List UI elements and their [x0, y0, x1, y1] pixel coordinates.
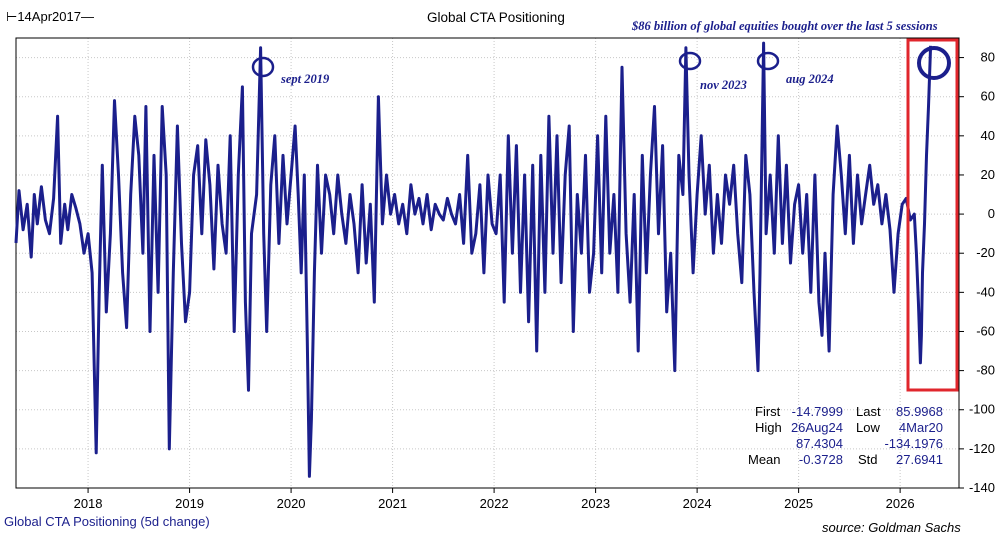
y-tick-label: -120: [969, 441, 995, 456]
x-tick-label: 2018: [74, 496, 103, 511]
x-tick-label: 2021: [378, 496, 407, 511]
y-tick-label: 80: [981, 50, 995, 65]
plot-area-frame: [15, 37, 960, 489]
stat-first-value: -14.7999: [791, 404, 843, 419]
stat-last-value: 85.9968: [896, 404, 943, 419]
stat-std-value: 27.6941: [896, 452, 943, 467]
stat-high-value: 87.4304: [796, 436, 843, 451]
latest-highlight-box: [906, 38, 959, 392]
y-tick-label: 20: [981, 167, 995, 182]
annotation-aug-2024: aug 2024: [786, 72, 834, 86]
stat-high-label: High: [755, 420, 782, 435]
y-tick-label: 60: [981, 89, 995, 104]
x-tick-label: 2020: [277, 496, 306, 511]
annotation-sept-2019: sept 2019: [281, 72, 330, 86]
y-axis: 80 60 40 20 0 -20 -40 -60 -80 -100 -120 -140: [959, 50, 995, 495]
stat-first-label: First: [755, 404, 781, 419]
start-date-text: 14Apr2017: [17, 9, 81, 24]
x-axis: 2018 2019 2020 2021 2022 2023 2024 2025 2026: [74, 488, 915, 511]
stat-low-value: -134.1976: [884, 436, 943, 451]
x-tick-label: 2025: [784, 496, 813, 511]
x-tick-label: 2022: [480, 496, 509, 511]
x-tick-label: 2023: [581, 496, 610, 511]
highlight-circle-nov-2023: [678, 51, 702, 71]
y-tick-label: -60: [976, 323, 995, 338]
chart-title: Global CTA Positioning: [427, 10, 565, 25]
x-tick-label: 2024: [683, 496, 712, 511]
headline-annotation: $86 billion of global equities bought ov…: [632, 19, 938, 33]
source-label: source: Goldman Sachs: [822, 520, 961, 535]
stat-high-date: 26Aug24: [790, 420, 843, 435]
start-date-label: ⊢14Apr2017—: [6, 9, 94, 24]
y-tick-label: -40: [976, 284, 995, 299]
series-line: [14, 41, 933, 478]
x-tick-label: 2019: [175, 496, 204, 511]
y-tick-label: 0: [988, 206, 995, 221]
stat-std-label: Std: [858, 452, 878, 467]
highlight-circle-latest: [917, 46, 951, 80]
y-tick-label: -100: [969, 402, 995, 417]
y-tick-label: -80: [976, 363, 995, 378]
annotation-nov-2023: nov 2023: [700, 78, 747, 92]
highlight-circle-aug-2024: [756, 51, 780, 71]
stat-mean-value: -0.3728: [798, 452, 843, 467]
y-tick-label: 40: [981, 128, 995, 143]
y-tick-label: -20: [976, 245, 995, 260]
highlight-circle-sept-2019: [251, 56, 275, 78]
stat-low-date: 4Mar20: [898, 420, 943, 435]
stat-last-label: Last: [856, 404, 881, 419]
stat-low-label: Low: [856, 420, 880, 435]
stat-mean-label: Mean: [748, 452, 781, 467]
series-legend-label: Global CTA Positioning (5d change): [4, 514, 210, 529]
y-tick-label: -140: [969, 480, 995, 495]
x-tick-label: 2026: [886, 496, 915, 511]
